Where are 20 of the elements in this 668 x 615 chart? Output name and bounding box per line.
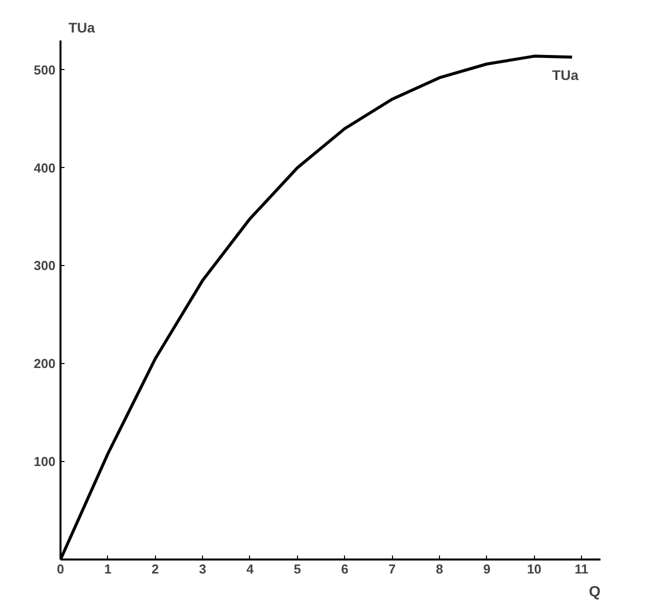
x-tick-label: 3 xyxy=(198,562,206,576)
y-tick-label: 300 xyxy=(34,258,56,274)
x-tick-label: 5 xyxy=(294,562,301,576)
y-tick-label: 200 xyxy=(34,356,56,372)
x-tick-label: 6 xyxy=(341,562,348,576)
x-tick-label: 11 xyxy=(574,562,588,576)
x-tick-label: 8 xyxy=(436,562,444,576)
y-axis-title: TUa xyxy=(68,20,96,36)
x-tick-label: 4 xyxy=(246,562,254,576)
y-tick-label: 500 xyxy=(34,62,56,78)
y-tick-label: 100 xyxy=(34,454,56,470)
series-label: TUa xyxy=(552,67,579,84)
x-tick-label: 9 xyxy=(483,562,490,576)
y-tick-label: 400 xyxy=(34,160,56,176)
x-tick-label: 0 xyxy=(56,562,64,576)
x-tick-label: 2 xyxy=(152,562,159,576)
x-axis-title: Q xyxy=(588,584,601,600)
x-tick-label: 10 xyxy=(526,562,542,576)
x-tick-label: 7 xyxy=(388,562,396,576)
x-tick-label: 1 xyxy=(104,562,112,576)
